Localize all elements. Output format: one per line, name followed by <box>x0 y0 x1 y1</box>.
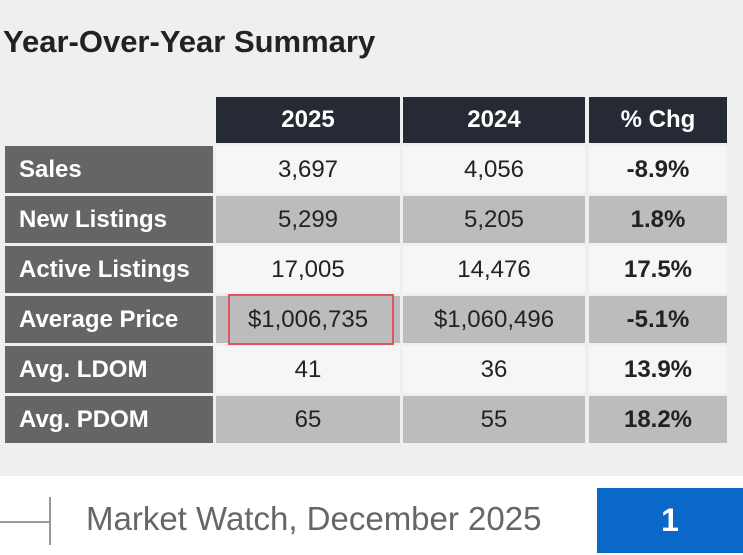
table-cell: -8.9% <box>589 146 727 193</box>
table-cell: 18.2% <box>589 396 727 443</box>
row-label: Sales <box>5 146 213 193</box>
column-header: 2024 <box>403 97 585 143</box>
table-cell: 55 <box>403 396 585 443</box>
footer-rule <box>0 497 51 545</box>
highlight-box <box>228 294 394 345</box>
table-cell: 65 <box>216 396 400 443</box>
table-cell: 41 <box>216 346 400 393</box>
table-cell: $1,060,496 <box>403 296 585 343</box>
row-label: New Listings <box>5 196 213 243</box>
row-label: Active Listings <box>5 246 213 293</box>
table-cell: $1,006,735 <box>216 296 400 343</box>
table-cell: -5.1% <box>589 296 727 343</box>
row-label: Average Price <box>5 296 213 343</box>
table-cell: 1.8% <box>589 196 727 243</box>
column-header: 2025 <box>216 97 400 143</box>
page-number: 1 <box>597 488 743 553</box>
title: Year-Over-Year Summary <box>3 24 376 59</box>
column-header: % Chg <box>589 97 727 143</box>
row-label: Avg. LDOM <box>5 346 213 393</box>
table-cell: 14,476 <box>403 246 585 293</box>
table-cell: 17,005 <box>216 246 400 293</box>
table-cell: 36 <box>403 346 585 393</box>
footer-text: Market Watch, December 2025 <box>86 500 542 537</box>
table-cell: 4,056 <box>403 146 585 193</box>
table-cell: 13.9% <box>589 346 727 393</box>
table-cell: 3,697 <box>216 146 400 193</box>
table-cell: 5,205 <box>403 196 585 243</box>
row-label: Avg. PDOM <box>5 396 213 443</box>
table-cell: 5,299 <box>216 196 400 243</box>
table-cell: 17.5% <box>589 246 727 293</box>
